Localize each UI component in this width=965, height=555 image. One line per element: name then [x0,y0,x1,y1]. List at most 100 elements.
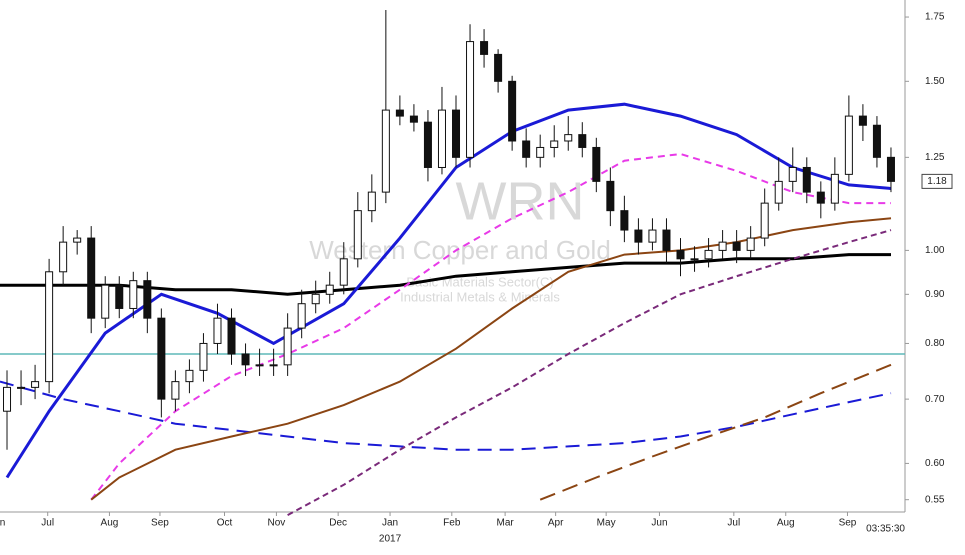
moving-average [287,229,892,516]
y-tick-label: 0.60 [925,458,945,469]
candle-body [3,386,12,412]
candle-body [227,317,236,355]
candle-body [409,115,418,123]
candle-body [718,241,727,251]
candle-body [311,293,320,305]
y-tick-label: 1.25 [925,152,945,163]
clock: 03:35:30 [866,524,905,535]
candle-body [690,258,699,261]
candle-body [802,166,811,193]
y-tick-label: 0.55 [925,494,945,505]
x-tick-label: Jul [727,518,740,529]
y-tick-label: 1.00 [925,245,945,256]
candle-body [858,115,867,126]
x-tick-label: Feb [443,518,461,529]
x-tick-label: Aug [101,518,119,529]
candle-body [381,109,390,193]
candle-body [466,41,475,158]
x-tick-label: Jun [651,518,667,529]
x-tick-label: Sep [151,518,169,529]
candle-body [395,109,404,117]
candle-body [508,80,517,142]
candle-body [367,191,376,212]
watermark-symbol: WRN [456,171,585,231]
candle-body [87,237,96,319]
candle-body [129,280,138,309]
candle-body [620,210,629,231]
last-price-label: 1.18 [927,176,947,187]
candle-body [143,280,152,319]
candle-body [255,364,264,367]
candle-body [606,180,615,212]
candle-body [760,202,769,239]
x-tick-label: Nov [268,518,286,529]
candle-body [115,284,124,309]
candle-body [339,258,348,286]
candle-body [269,364,278,367]
y-tick-label: 0.70 [925,394,945,405]
year-label: 2017 [379,534,402,545]
candle-body [59,241,68,273]
x-tick-label: Jan [382,518,398,529]
candle-body [746,237,755,251]
x-tick-label: Apr [548,518,564,529]
candle-body [564,134,573,142]
candle-body [171,381,180,400]
moving-average [0,380,892,451]
candle-body [17,386,26,389]
y-tick-label: 1.50 [925,76,945,87]
candle-body [676,249,685,260]
candle-body [73,237,82,243]
candle-body [157,317,166,400]
y-tick-label: 0.90 [925,289,945,300]
candle-body [494,53,503,82]
candle-body [101,284,110,319]
candle-body [732,241,741,251]
candle-body [662,229,671,251]
candle-body [283,327,292,366]
moving-average [90,152,891,501]
x-tick-label: Oct [217,518,233,529]
candle-body [648,229,657,243]
last-price-box [921,173,953,189]
candle-body [452,109,461,158]
x-tick-label: May [597,518,616,529]
x-tick-label: Mar [496,518,514,529]
candle-body [45,271,54,383]
candle-body [241,353,250,366]
candle-body [185,369,194,383]
x-tick-label: Dec [329,518,347,529]
candle-body [578,134,587,148]
x-tick-label: Jun [0,518,5,529]
candle-body [774,180,783,204]
candle-body [31,381,40,388]
candle-body [480,41,489,55]
candle-body [550,140,559,148]
candle-body [816,191,825,204]
y-tick-label: 1.75 [925,12,945,23]
x-tick-label: Aug [777,518,795,529]
moving-average [539,363,892,501]
candle-body [536,146,545,158]
candle-body [592,146,601,182]
x-tick-label: Jul [41,518,54,529]
candle-body [522,140,531,158]
moving-average [0,253,891,296]
candle-body [423,121,432,168]
x-tick-label: Sep [839,518,857,529]
moving-average [5,102,892,479]
candle-body [844,115,853,175]
y-tick-label: 0.80 [925,338,945,349]
candle-body [634,229,643,243]
candle-body [297,303,306,329]
candle-body [437,109,446,168]
candle-body [213,317,222,344]
candle-body [886,156,895,182]
candle-body [704,249,713,260]
candle-body [872,124,881,158]
candle-body [830,173,839,204]
candle-body [353,210,362,260]
candle-body [788,166,797,182]
